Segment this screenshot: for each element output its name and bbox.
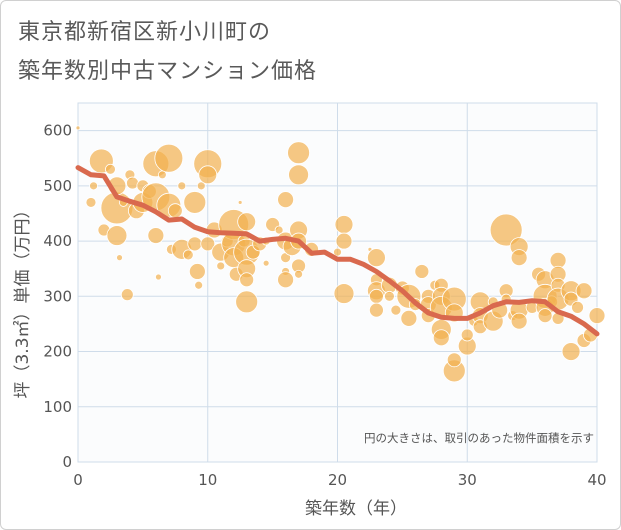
chart-title-line1: 東京都新宿区新小川町の	[18, 20, 272, 45]
y-tick-label: 400	[43, 232, 72, 250]
bubble-point	[390, 304, 402, 316]
bubble-point	[274, 225, 284, 235]
bubble-point	[460, 328, 474, 342]
x-tick-labels: 0 10 20 30 40	[73, 471, 606, 489]
y-tick-label: 300	[43, 287, 72, 305]
bubble-point	[294, 269, 303, 279]
y-tick-label: 500	[43, 177, 72, 195]
bubble-point	[89, 181, 98, 191]
bubble-point	[335, 232, 353, 250]
bubble-point	[575, 282, 593, 300]
x-tick-label: 20	[328, 471, 347, 489]
bubble-point	[194, 280, 204, 290]
bubble-point	[235, 290, 259, 314]
bubble-point	[561, 342, 581, 361]
bubble-point	[237, 212, 257, 232]
y-tick-label: 600	[43, 122, 72, 140]
bubble-point	[120, 288, 134, 302]
bubble-series	[75, 125, 606, 383]
bubble-point	[200, 236, 216, 252]
bubble-point	[287, 141, 310, 165]
bubble-size-note: 円の大きさは、取引のあった物件面積を示す	[364, 431, 594, 445]
trend-line	[75, 165, 600, 337]
x-axis-label: 築年数（年）	[305, 499, 407, 519]
bubble-point	[333, 283, 355, 304]
bubble-point	[239, 272, 255, 288]
bubble-point	[216, 261, 226, 271]
bubble-point	[510, 249, 528, 267]
bubble-point	[334, 215, 354, 234]
bubble-point	[277, 271, 295, 289]
y-tick-label: 100	[43, 398, 72, 416]
bubble-point	[196, 181, 206, 191]
bubble-point	[188, 263, 206, 280]
bubble-point	[237, 200, 243, 205]
bubble-point	[105, 163, 116, 175]
bubble-point	[167, 203, 183, 219]
bubble-point	[155, 273, 162, 281]
bubble-point	[187, 236, 203, 252]
bubble-point	[198, 165, 218, 185]
bubble-point	[367, 248, 386, 268]
bubble-point	[383, 290, 395, 302]
chart-title-line2: 築年数別中古マンション価格	[18, 59, 318, 84]
y-tick-label: 200	[43, 343, 72, 361]
bubble-point	[147, 227, 165, 244]
bubble-point	[182, 249, 194, 261]
x-tick-label: 30	[458, 471, 477, 489]
bubble-point	[510, 312, 528, 330]
bubble-point	[154, 143, 184, 173]
bubble-point	[369, 302, 384, 318]
y-tick-label: 0	[62, 453, 72, 471]
bubble-point	[106, 225, 128, 246]
y-tick-labels: 0 100 200 300 400 500 600	[43, 122, 72, 471]
bubble-point	[400, 309, 418, 327]
x-tick-label: 40	[587, 471, 606, 489]
bubble-point	[369, 288, 384, 304]
bubble-point	[262, 259, 270, 267]
bubble-point	[571, 300, 584, 314]
bubble-point	[85, 197, 97, 208]
bubble-point	[177, 181, 187, 191]
bubble-point	[288, 164, 309, 186]
bubble-point	[116, 254, 123, 262]
bubble-point	[489, 213, 523, 247]
x-tick-label: 0	[73, 471, 83, 489]
y-axis-label: 坪（3.3㎡）単価（万円）	[13, 201, 33, 398]
bubble-point	[446, 352, 462, 368]
bubble-point	[432, 329, 450, 347]
bubble-point	[75, 125, 81, 131]
bubble-point	[183, 191, 207, 214]
x-tick-label: 10	[198, 471, 217, 489]
bubble-point	[414, 264, 430, 279]
bubble-point	[537, 308, 553, 324]
bubble-point	[588, 307, 606, 325]
bubble-point	[277, 191, 295, 209]
bubble-point	[333, 247, 342, 257]
